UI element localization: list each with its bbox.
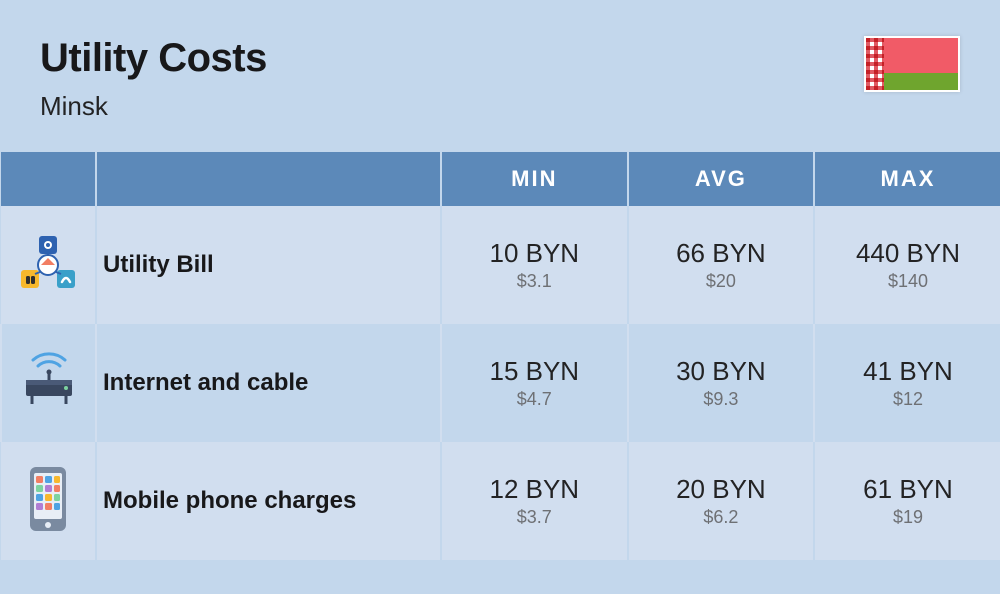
- cell-min: 12 BYN $3.7: [441, 442, 628, 560]
- row-icon-cell: [1, 324, 96, 442]
- value-local: 12 BYN: [442, 474, 627, 505]
- cell-avg: 20 BYN $6.2: [628, 442, 815, 560]
- row-label: Internet and cable: [96, 324, 441, 442]
- value-local: 20 BYN: [629, 474, 814, 505]
- col-header-min: MIN: [441, 152, 628, 206]
- page-subtitle: Minsk: [40, 91, 267, 122]
- value-local: 440 BYN: [815, 238, 1000, 269]
- row-label: Utility Bill: [96, 206, 441, 324]
- cell-max: 440 BYN $140: [814, 206, 1000, 324]
- value-usd: $20: [629, 271, 814, 292]
- col-header-max: MAX: [814, 152, 1000, 206]
- value-usd: $140: [815, 271, 1000, 292]
- value-local: 10 BYN: [442, 238, 627, 269]
- table-row: Mobile phone charges 12 BYN $3.7 20 BYN …: [1, 442, 1000, 560]
- title-block: Utility Costs Minsk: [40, 36, 267, 122]
- col-header-blank2: [96, 152, 441, 206]
- header: Utility Costs Minsk: [0, 0, 1000, 152]
- col-header-blank1: [1, 152, 96, 206]
- utility-icon: [17, 232, 79, 299]
- internet-icon: [18, 350, 80, 417]
- cell-avg: 30 BYN $9.3: [628, 324, 815, 442]
- flag-green-band: [884, 73, 958, 90]
- col-header-avg: AVG: [628, 152, 815, 206]
- cell-max: 61 BYN $19: [814, 442, 1000, 560]
- value-usd: $9.3: [629, 389, 814, 410]
- flag-belarus: [864, 36, 960, 92]
- utility-costs-table: MIN AVG MAX: [0, 152, 1000, 560]
- row-icon-cell: [1, 206, 96, 324]
- value-usd: $4.7: [442, 389, 627, 410]
- value-usd: $6.2: [629, 507, 814, 528]
- cell-max: 41 BYN $12: [814, 324, 1000, 442]
- cell-avg: 66 BYN $20: [628, 206, 815, 324]
- cell-min: 15 BYN $4.7: [441, 324, 628, 442]
- value-local: 15 BYN: [442, 356, 627, 387]
- table-header-row: MIN AVG MAX: [1, 152, 1000, 206]
- value-local: 41 BYN: [815, 356, 1000, 387]
- value-local: 66 BYN: [629, 238, 814, 269]
- table-row: Internet and cable 15 BYN $4.7 30 BYN $9…: [1, 324, 1000, 442]
- value-usd: $3.7: [442, 507, 627, 528]
- page-title: Utility Costs: [40, 36, 267, 81]
- value-usd: $3.1: [442, 271, 627, 292]
- mobile-icon: [22, 465, 74, 538]
- value-local: 61 BYN: [815, 474, 1000, 505]
- table-row: Utility Bill 10 BYN $3.1 66 BYN $20 440 …: [1, 206, 1000, 324]
- value-usd: $12: [815, 389, 1000, 410]
- row-icon-cell: [1, 442, 96, 560]
- value-local: 30 BYN: [629, 356, 814, 387]
- flag-red-band: [884, 38, 958, 73]
- cell-min: 10 BYN $3.1: [441, 206, 628, 324]
- row-label: Mobile phone charges: [96, 442, 441, 560]
- value-usd: $19: [815, 507, 1000, 528]
- flag-ornament: [866, 38, 884, 90]
